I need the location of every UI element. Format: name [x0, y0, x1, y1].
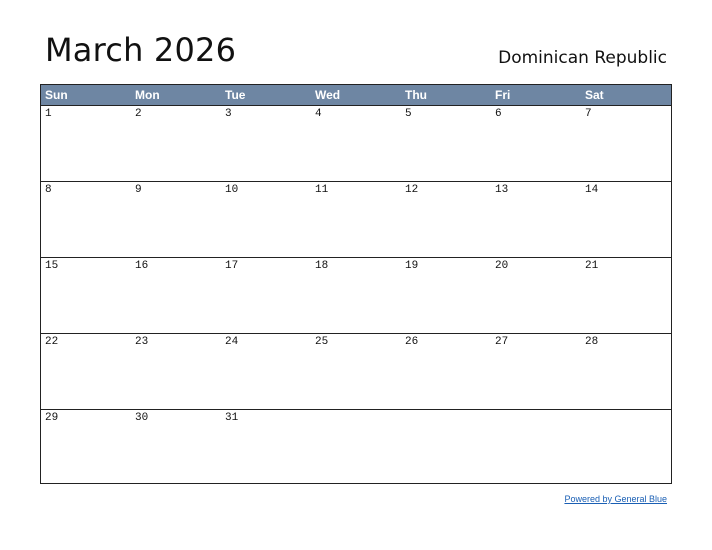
day-cell: 19 [405, 260, 419, 272]
day-cell: 21 [585, 260, 599, 272]
day-cell: 13 [495, 184, 509, 196]
day-cell: 8 [45, 184, 52, 196]
day-cell: 18 [315, 260, 329, 272]
day-cell: 7 [585, 108, 592, 120]
day-cell: 9 [135, 184, 142, 196]
day-cell [581, 410, 671, 486]
day-cell: 4 [315, 108, 322, 120]
weekday-sat: Sat [585, 88, 604, 102]
day-cell: 11 [315, 184, 329, 196]
day-cell: 17 [225, 260, 239, 272]
day-cell: 5 [405, 108, 412, 120]
country-name: Dominican Republic [498, 48, 667, 68]
day-cell: 26 [405, 336, 419, 348]
calendar-grid: Sun Mon Tue Wed Thu Fri Sat 1 2 3 4 5 6 7 8 9 10 1… [40, 84, 672, 484]
day-cell [401, 410, 491, 486]
day-cell: 27 [495, 336, 509, 348]
week-row: 15 16 17 18 19 20 21 [41, 258, 671, 334]
day-cell: 15 [45, 260, 59, 272]
day-cell: 1 [45, 108, 52, 120]
day-cell: 24 [225, 336, 239, 348]
day-cell: 25 [315, 336, 329, 348]
day-cell: 31 [225, 412, 239, 424]
day-cell: 2 [135, 108, 142, 120]
weekday-header-row: Sun Mon Tue Wed Thu Fri Sat [41, 85, 671, 106]
week-row: 22 23 24 25 26 27 28 [41, 334, 671, 410]
weekday-fri: Fri [495, 88, 511, 102]
day-cell: 14 [585, 184, 599, 196]
weekday-thu: Thu [405, 88, 427, 102]
day-cell: 23 [135, 336, 149, 348]
weekday-wed: Wed [315, 88, 341, 102]
day-cell: 20 [495, 260, 509, 272]
day-cell: 12 [405, 184, 419, 196]
weeks-container: 1 2 3 4 5 6 7 8 9 10 11 12 13 14 15 16 17 18 19 20 21 22 23 24 2… [41, 106, 671, 486]
weekday-tue: Tue [225, 88, 246, 102]
day-cell: 6 [495, 108, 502, 120]
weekday-sun: Sun [45, 88, 68, 102]
day-cell: 30 [135, 412, 149, 424]
week-row: 29 30 31 [41, 410, 671, 486]
week-row: 1 2 3 4 5 6 7 [41, 106, 671, 182]
day-cell: 29 [45, 412, 59, 424]
week-row: 8 9 10 11 12 13 14 [41, 182, 671, 258]
calendar-title: March 2026 [45, 31, 237, 69]
weekday-mon: Mon [135, 88, 160, 102]
day-cell: 16 [135, 260, 149, 272]
powered-by-link[interactable]: Powered by General Blue [564, 494, 667, 504]
day-cell: 10 [225, 184, 239, 196]
day-cell: 3 [225, 108, 232, 120]
day-cell [311, 410, 401, 486]
day-cell: 22 [45, 336, 59, 348]
day-cell [491, 410, 581, 486]
day-cell: 28 [585, 336, 599, 348]
